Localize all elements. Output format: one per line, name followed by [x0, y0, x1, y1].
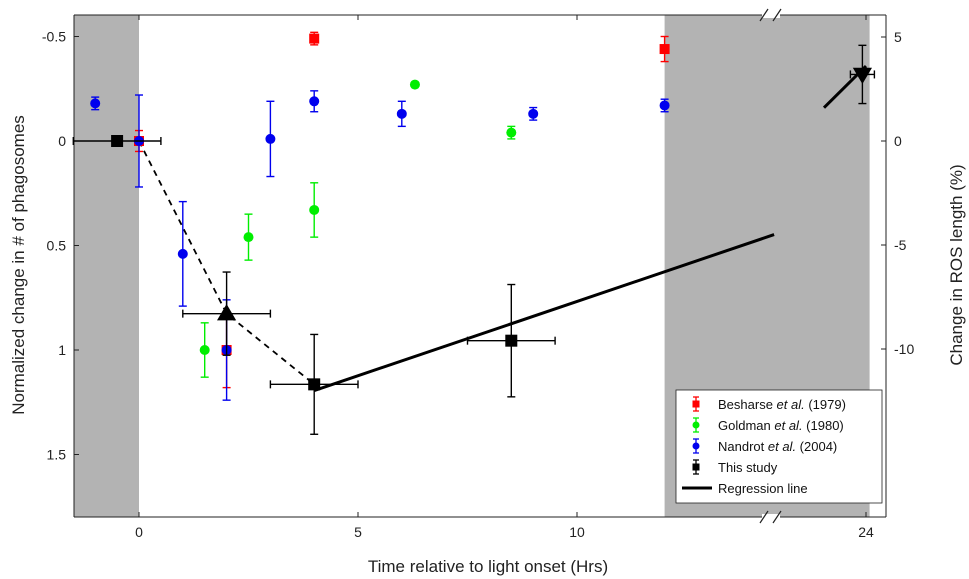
y-left-tick-label: 0.5 [47, 238, 67, 254]
series-3-point-4 [852, 67, 872, 85]
y-right-tick-label: 0 [894, 133, 902, 149]
data-points [72, 31, 876, 435]
legend-entry-2-label-part-2: (2004) [796, 439, 837, 454]
series-2-point-7 [528, 108, 539, 119]
series-2-point-8 [659, 100, 670, 111]
legend: Besharse et al. (1979) Goldman et al. (19… [675, 389, 883, 504]
series-0-point-2 [309, 33, 320, 44]
series-2-point-6 [396, 108, 407, 119]
legend-box [675, 389, 883, 504]
legend-entry-1-label-part-2: (1980) [803, 418, 844, 433]
legend-entry-1-label-part-0: Goldman [718, 418, 774, 433]
series-1-point-3 [409, 79, 420, 90]
legend-entry-3-label: This study [718, 460, 778, 475]
series-3-point-0 [111, 135, 124, 147]
axis-break-slash-a-1 [759, 510, 769, 524]
y-left-tick-label: 1.5 [47, 447, 67, 463]
series-3-point-3 [505, 334, 518, 347]
y-left-tick-label: 0 [58, 133, 66, 149]
line-regression-line [313, 233, 775, 393]
legend-entry-2-marker [692, 442, 700, 450]
legend-entry-2-label-part-0: Nandrot [718, 439, 768, 454]
x-tick-label-0: 0 [135, 524, 143, 540]
legend-entry-4-label: Regression line [718, 481, 808, 496]
axis-break-slash-a-0 [759, 8, 769, 22]
series-1-point-0 [199, 345, 210, 355]
legend-entry-1-label-part-1: et al. [774, 418, 802, 433]
y-axis-left-label: Normalized change in # of phagosomes [9, 115, 28, 415]
x-tick-label-10: 10 [569, 524, 585, 540]
series-3-point-2 [308, 378, 321, 391]
axis-break-gap-1 [762, 514, 780, 520]
y-right-tick-label: -5 [894, 237, 907, 253]
legend-entry-3-marker [692, 463, 700, 471]
x-tick-label-24: 24 [858, 524, 874, 540]
series-1-point-4 [506, 127, 517, 138]
legend-entry-3-label-part-0: This study [718, 460, 778, 475]
legend-entry-0-marker [692, 400, 700, 408]
series-2-point-0 [90, 98, 101, 109]
tick-labels: 0 5 10 24 -0.5 0 0.5 1 1.5 5 0 -5 -10 [42, 29, 915, 541]
legend-entry-1-marker [692, 421, 700, 429]
series-2-point-2 [177, 248, 188, 259]
legend-entry-0-label-part-1: et al. [777, 397, 805, 412]
x-tick-label-5: 5 [354, 524, 362, 540]
line-dashed-fit [138, 140, 315, 386]
axis-break-slash-b-1 [772, 510, 782, 524]
legend-entry-1-label: Goldman et al. (1980) [718, 418, 844, 433]
axis-break-slash-b-0 [772, 8, 782, 22]
series-1-point-2 [309, 204, 320, 215]
legend-entry-0-label-part-2: (1979) [805, 397, 846, 412]
legend-entry-4-label-part-0: Regression line [718, 481, 808, 496]
y-left-tick-label: -0.5 [42, 29, 66, 45]
legend-entry-2-label: Nandrot et al. (2004) [718, 439, 837, 454]
x-axis-label: Time relative to light onset (Hrs) [368, 557, 608, 576]
series-1-point-1 [243, 232, 254, 243]
y-axis-right-label: Change in ROS length (%) [947, 164, 966, 365]
y-left-tick-label: 1 [58, 342, 66, 358]
y-right-tick-label: 5 [894, 29, 902, 45]
y-right-tick-label: -10 [894, 341, 914, 357]
axis-break-gap-0 [762, 12, 780, 18]
legend-entry-0-label-part-0: Besharse [718, 397, 777, 412]
legend-entry-2-label-part-1: et al. [768, 439, 796, 454]
legend-entry-0-label: Besharse et al. (1979) [718, 397, 846, 412]
series-0-point-3 [659, 44, 670, 55]
dark-period-0 [74, 15, 139, 517]
series-2-point-5 [309, 96, 320, 107]
series-2-point-4 [265, 133, 276, 144]
axes [73, 8, 887, 524]
series-3-point-1 [217, 304, 237, 321]
